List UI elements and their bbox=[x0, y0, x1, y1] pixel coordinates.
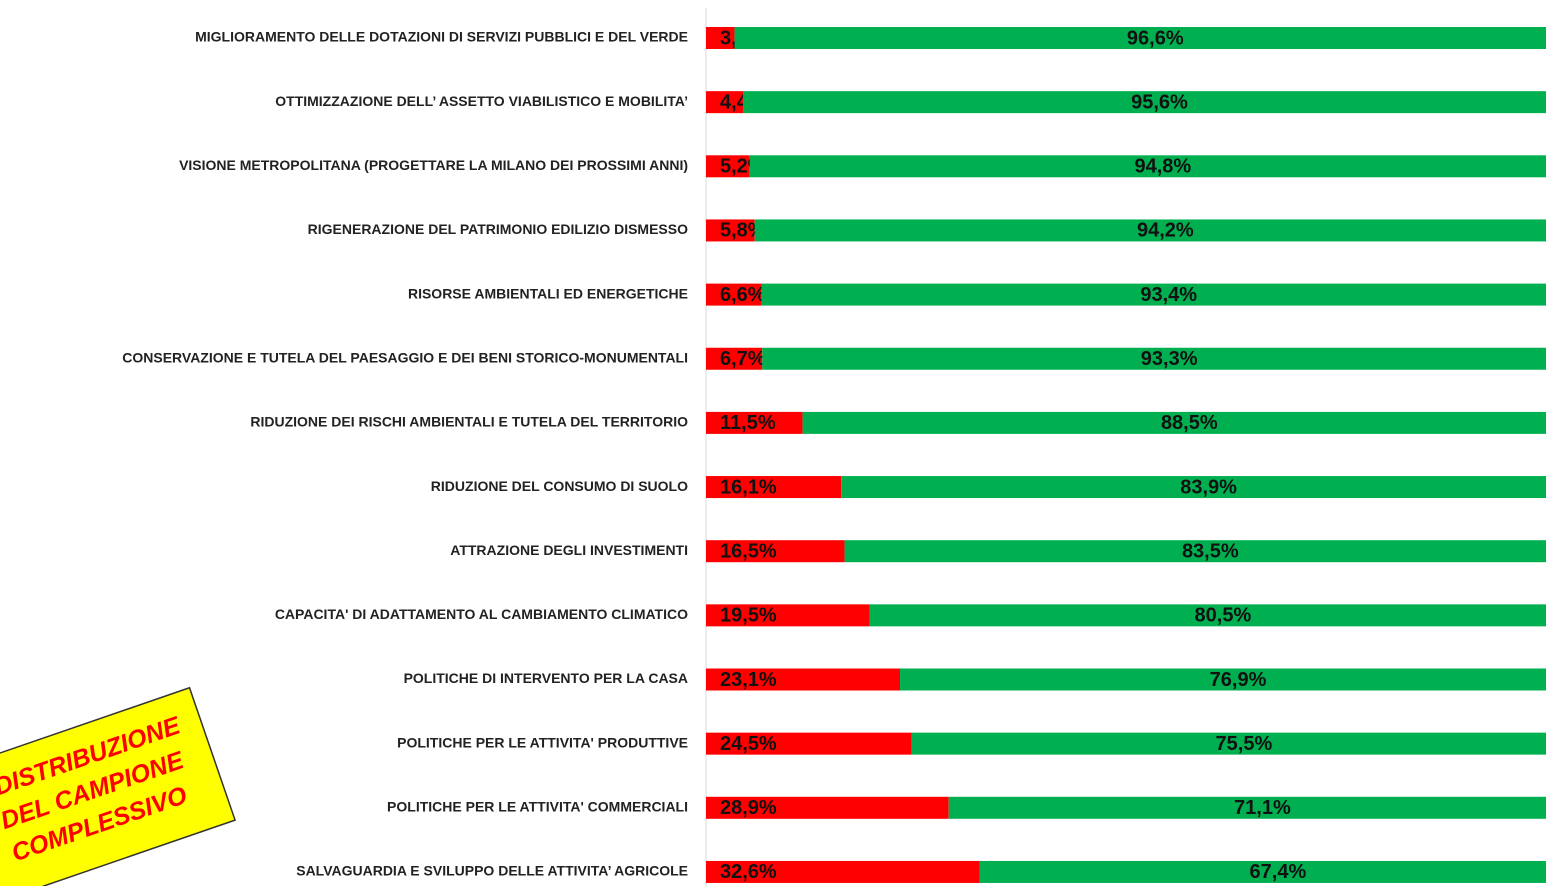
data-label: 93,3% bbox=[1141, 348, 1198, 370]
data-label: 83,9% bbox=[1180, 476, 1237, 498]
bar-segment bbox=[706, 155, 750, 178]
data-label: 93,4% bbox=[1140, 284, 1197, 306]
data-label: 11,5% bbox=[720, 412, 776, 434]
bar-segment bbox=[734, 27, 1546, 49]
bar-segment bbox=[706, 27, 735, 49]
category-label: POLITICHE PER LE ATTIVITA' COMMERCIALI bbox=[387, 799, 688, 815]
data-label: 24,5% bbox=[720, 733, 777, 755]
data-label: 16,5% bbox=[720, 540, 777, 562]
category-label: OTTIMIZZAZIONE DELL’ ASSETTO VIABILISTIC… bbox=[275, 93, 688, 109]
category-label: MIGLIORAMENTO DELLE DOTAZIONI DI SERVIZI… bbox=[195, 29, 688, 45]
data-label: 83,5% bbox=[1182, 540, 1239, 562]
bar-segment bbox=[762, 347, 1546, 370]
data-label: 76,9% bbox=[1210, 669, 1267, 691]
category-label: RIDUZIONE DEL CONSUMO DI SUOLO bbox=[431, 478, 688, 494]
category-label: RIGENERAZIONE DEL PATRIMONIO EDILIZIO DI… bbox=[308, 221, 688, 237]
data-label: 95,6% bbox=[1131, 91, 1188, 113]
data-label: 71,1% bbox=[1234, 797, 1291, 819]
bar-segment bbox=[802, 411, 1546, 434]
bar-segment bbox=[706, 796, 949, 819]
data-label: 80,5% bbox=[1195, 605, 1252, 627]
sticker-box bbox=[0, 686, 237, 886]
data-label: 94,2% bbox=[1137, 220, 1194, 242]
bar-segment bbox=[979, 860, 1546, 883]
data-label: 6,6% bbox=[720, 284, 766, 306]
bar-segment bbox=[706, 91, 743, 114]
data-label: 6,7% bbox=[720, 348, 766, 370]
category-label: RIDUZIONE DEI RISCHI AMBIENTALI E TUTELA… bbox=[250, 414, 688, 430]
data-label: 5,8% bbox=[720, 220, 766, 242]
data-label: 28,9% bbox=[720, 797, 777, 819]
bar-segment bbox=[841, 476, 1546, 499]
data-label: 23,1% bbox=[720, 669, 777, 691]
category-label: VISIONE METROPOLITANA (PROGETTARE LA MIL… bbox=[179, 157, 688, 173]
category-label: RISORSE AMBIENTALI ED ENERGETICHE bbox=[408, 285, 688, 301]
bar-segment bbox=[706, 411, 803, 434]
bar-segment bbox=[900, 668, 1546, 691]
data-label: 94,8% bbox=[1134, 156, 1191, 178]
data-label: 67,4% bbox=[1250, 861, 1307, 883]
category-label: SALVAGUARDIA E SVILUPPO DELLE ATTIVITA’ … bbox=[296, 863, 688, 879]
bar-segment bbox=[869, 604, 1546, 627]
data-label: 88,5% bbox=[1161, 412, 1218, 434]
data-label: 75,5% bbox=[1216, 733, 1273, 755]
bar-segment bbox=[706, 283, 762, 306]
data-label: 32,6% bbox=[720, 861, 777, 883]
bar-segment bbox=[948, 796, 1546, 819]
data-label: 16,1% bbox=[720, 476, 777, 498]
bar-segment bbox=[844, 540, 1546, 563]
bar-segment bbox=[754, 219, 1546, 242]
bar-segment bbox=[706, 860, 980, 883]
data-label: 96,6% bbox=[1127, 27, 1184, 49]
category-label: CONSERVAZIONE E TUTELA DEL PAESAGGIO E D… bbox=[122, 349, 688, 365]
bar-segment bbox=[706, 540, 845, 563]
category-label: CAPACITA' DI ADATTAMENTO AL CAMBIAMENTO … bbox=[275, 606, 688, 622]
bar-segment bbox=[742, 91, 1546, 114]
bar-segment bbox=[706, 732, 912, 755]
bar-segment bbox=[706, 347, 763, 370]
data-label: 19,5% bbox=[720, 605, 777, 627]
bar-segment bbox=[706, 668, 901, 691]
bar-segment bbox=[761, 283, 1546, 306]
bar-segment bbox=[911, 732, 1546, 755]
bar-segment bbox=[706, 604, 870, 627]
category-label: POLITICHE DI INTERVENTO PER LA CASA bbox=[404, 670, 688, 686]
category-label: POLITICHE PER LE ATTIVITA' PRODUTTIVE bbox=[397, 734, 688, 750]
annotation-sticker: DISTRIBUZIONE DEL CAMPIONE COMPLESSIVO bbox=[0, 686, 237, 886]
category-label: ATTRAZIONE DEGLI INVESTIMENTI bbox=[450, 542, 688, 558]
bar-segment bbox=[749, 155, 1546, 178]
bar-segment bbox=[706, 476, 842, 499]
bar-segment bbox=[706, 219, 755, 242]
